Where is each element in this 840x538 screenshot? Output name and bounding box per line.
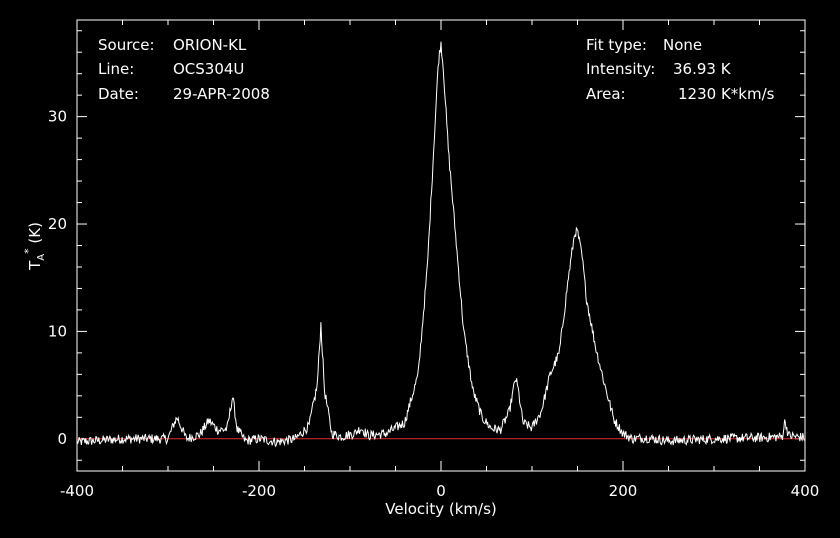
- source-value: ORION-KL: [173, 36, 247, 54]
- x-tick-label: 400: [791, 482, 820, 500]
- intensity-value: 36.93 K: [673, 60, 732, 78]
- spectrum-line: [76, 41, 805, 448]
- fit-label: Fit type:: [586, 36, 647, 54]
- area-value: 1230 K*km/s: [678, 85, 775, 103]
- line-label: Line:: [98, 60, 134, 78]
- y-tick-label: 10: [48, 322, 67, 340]
- intensity-label: Intensity:: [586, 60, 655, 78]
- x-axis-label: Velocity (km/s): [385, 500, 496, 518]
- y-tick-label: 20: [48, 215, 67, 233]
- date-label: Date:: [98, 85, 139, 103]
- date-value: 29-APR-2008: [173, 85, 270, 103]
- area-label: Area:: [586, 85, 626, 103]
- x-tick-label: 0: [436, 482, 446, 500]
- fit-value: None: [663, 36, 702, 54]
- x-tick-label: -400: [60, 482, 94, 500]
- svg-text:TA* (K): TA* (K): [22, 222, 47, 271]
- source-label: Source:: [98, 36, 155, 54]
- x-tick-label: -200: [242, 482, 276, 500]
- tick-labels: -400 -200 0 200 400 0 10 20 30: [48, 108, 819, 500]
- y-axis-label: TA* (K): [22, 222, 47, 271]
- y-tick-label: 30: [48, 108, 67, 126]
- line-value: OCS304U: [173, 60, 244, 78]
- y-tick-label: 0: [57, 430, 67, 448]
- x-tick-label: 200: [609, 482, 638, 500]
